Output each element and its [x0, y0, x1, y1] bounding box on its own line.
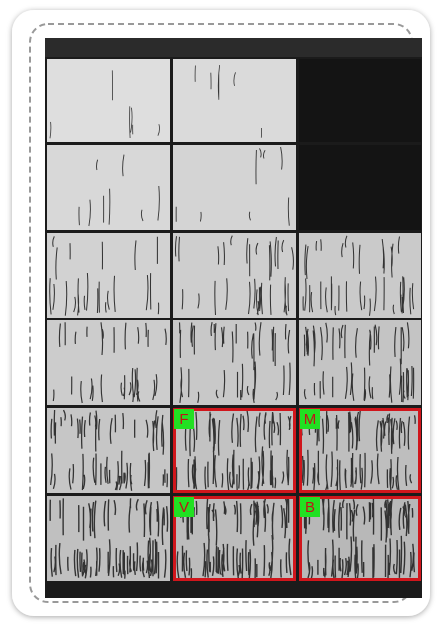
image-cell	[47, 408, 170, 493]
highlight-box	[173, 408, 296, 493]
tag-label: M	[304, 411, 317, 428]
fibers	[303, 322, 415, 403]
image-cell	[47, 320, 170, 405]
top-bar	[45, 38, 422, 57]
fibers	[49, 236, 160, 316]
highlight-box	[173, 496, 296, 581]
fibers	[178, 321, 291, 404]
highlight-box	[299, 408, 421, 493]
fibers	[303, 497, 416, 580]
tag-badge	[174, 409, 194, 429]
empty-cell	[299, 145, 421, 230]
tag-label: B	[305, 499, 315, 516]
fibers	[175, 409, 292, 491]
tag-badge	[300, 409, 320, 429]
highlight-box	[299, 496, 421, 581]
fibers	[174, 235, 294, 316]
empty-cell	[299, 59, 421, 142]
fibers	[78, 154, 160, 227]
image-cell	[47, 145, 170, 230]
tag-label: F	[179, 411, 188, 428]
tag-label: V	[179, 499, 189, 516]
image-cell	[47, 233, 170, 318]
fibers	[49, 498, 169, 579]
fibers	[194, 65, 262, 138]
fibers	[52, 322, 167, 404]
tag-layer: F M V B	[173, 408, 421, 581]
tag-badge	[300, 497, 320, 517]
tag-badge	[174, 497, 194, 517]
fibers	[302, 235, 415, 316]
fibers	[300, 410, 416, 491]
fibers	[175, 146, 290, 226]
image-cell	[173, 59, 296, 142]
image-cell	[173, 145, 296, 230]
image-cell	[47, 59, 170, 142]
fibers	[49, 70, 160, 139]
image-grid	[47, 59, 421, 581]
fibers	[49, 409, 168, 491]
